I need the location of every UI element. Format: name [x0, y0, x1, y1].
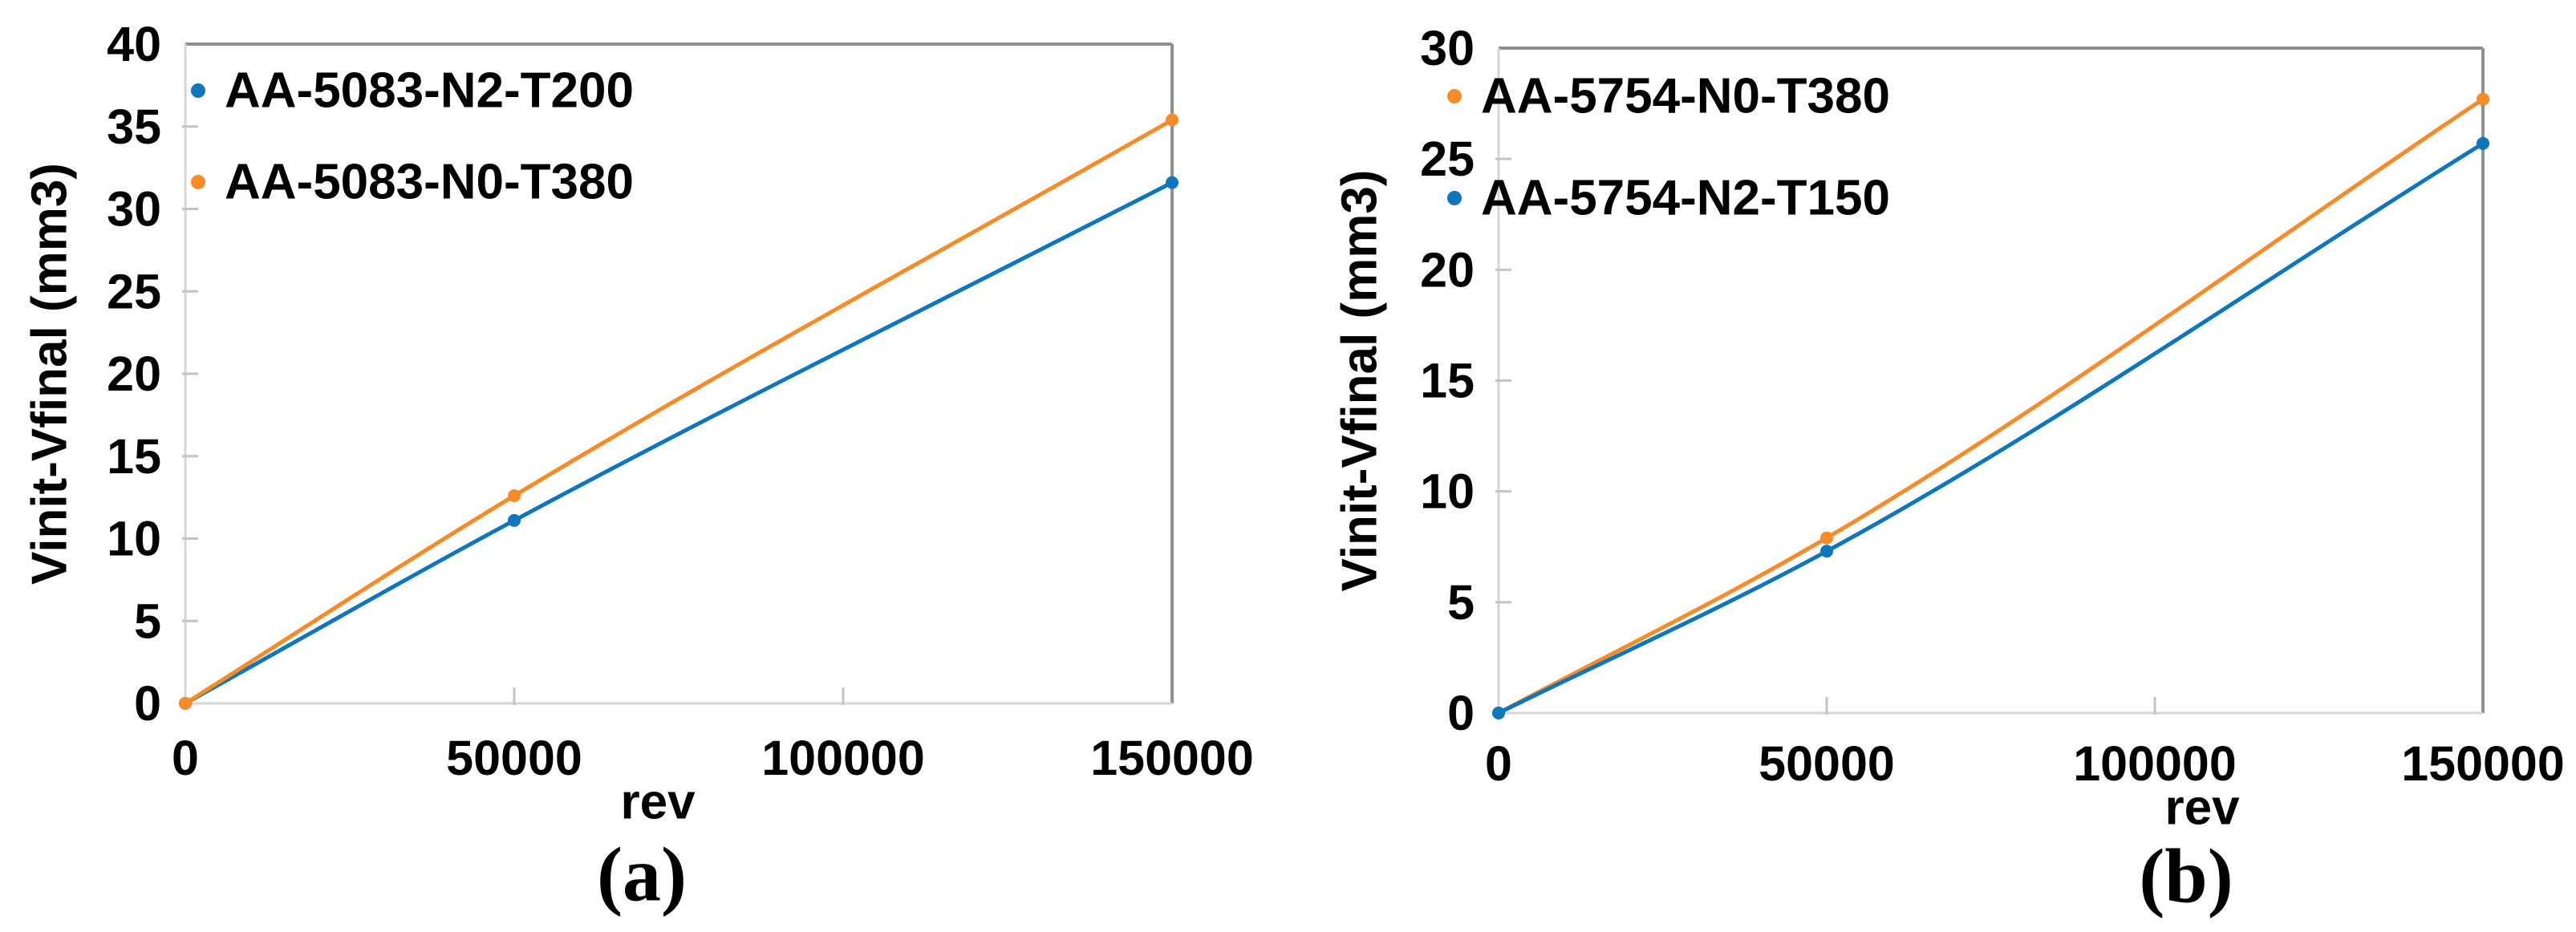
y-tick-label-30: 30 — [1420, 21, 1475, 75]
x-tick-label-0: 0 — [172, 731, 199, 785]
data-point-marker-AA-5754-N2-T150 — [1492, 707, 1505, 719]
data-point-marker-AA-5083-N0-T380 — [508, 489, 521, 503]
y-tick-label-30: 30 — [107, 182, 161, 237]
chart-a-svg: 0 5 10 15 20 25 30 35 40 0 50000 100000 150000 rev Vin… — [22, 17, 1254, 918]
legend-marker-blue-icon — [1447, 191, 1462, 205]
legend-label: AA-5754-N2-T150 — [1481, 171, 1890, 226]
data-point-marker-AA-5083-N2-T200 — [508, 513, 521, 527]
y-tick-label-10: 10 — [107, 512, 161, 566]
legend-label: AA-5083-N2-T200 — [225, 63, 634, 119]
legend-marker-orange-icon — [1447, 89, 1462, 103]
y-tick-label-25: 25 — [107, 264, 161, 318]
y-tick-label-35: 35 — [107, 99, 161, 154]
data-point-marker-AA-5754-N0-T380 — [1820, 531, 1833, 545]
series-line-AA-5754-N0-T380 — [1496, 97, 2485, 715]
x-tick-label-150000: 150000 — [2401, 736, 2565, 791]
x-tick-label-50000: 50000 — [446, 731, 582, 785]
y-tick-label-20: 20 — [107, 346, 161, 401]
y-tick-label-0: 0 — [1447, 686, 1475, 740]
x-axis-title: rev — [620, 775, 696, 830]
y-tick-label-5: 5 — [1447, 575, 1475, 630]
legend-marker-blue-icon — [191, 83, 205, 98]
y-tick-label-10: 10 — [1420, 464, 1475, 519]
y-tick-label-15: 15 — [1420, 354, 1475, 408]
data-point-marker-AA-5083-N2-T200 — [1166, 176, 1178, 189]
data-point-marker-AA-5083-N0-T380 — [179, 697, 192, 710]
x-tick-label-0: 0 — [1485, 736, 1512, 791]
chart-caption: (b) — [2139, 833, 2233, 919]
y-axis-title: Vinit-Vfinal (mm3) — [1333, 170, 1388, 592]
chart-a: 0 5 10 15 20 25 30 35 40 0 50000 100000 150000 rev Vin… — [0, 0, 1284, 932]
data-point-marker-AA-5754-N2-T150 — [1820, 545, 1833, 558]
data-point-marker-AA-5083-N0-T380 — [1166, 113, 1178, 127]
legend-label: AA-5083-N0-T380 — [225, 155, 634, 210]
series-line-AA-5754-N2-T150 — [1496, 141, 2485, 715]
x-tick-label-100000: 100000 — [761, 731, 925, 785]
data-point-marker-AA-5754-N0-T380 — [2477, 92, 2489, 106]
legend-label: AA-5754-N0-T380 — [1481, 69, 1890, 124]
x-axis-title: rev — [2164, 780, 2240, 836]
legend-marker-orange-icon — [191, 175, 205, 189]
series-line-AA-5083-N0-T380 — [183, 118, 1174, 706]
chart-b-svg: 0 5 10 15 20 25 30 0 50000 100000 150000 rev Vinit-V… — [1333, 21, 2565, 919]
y-axis-title: Vinit-Vfinal (mm3) — [22, 163, 78, 585]
chart-b: 0 5 10 15 20 25 30 0 50000 100000 150000 rev Vinit-V… — [1284, 0, 2576, 932]
x-tick-label-100000: 100000 — [2073, 736, 2237, 791]
data-point-marker-AA-5754-N2-T150 — [2477, 136, 2489, 150]
y-tick-label-40: 40 — [107, 17, 161, 71]
y-tick-label-20: 20 — [1420, 242, 1475, 297]
y-tick-label-15: 15 — [107, 429, 161, 484]
y-tick-label-5: 5 — [134, 594, 161, 648]
chart-caption: (a) — [597, 832, 687, 918]
series-line-AA-5083-N2-T200 — [183, 180, 1174, 706]
y-tick-label-0: 0 — [134, 676, 161, 731]
y-tick-label-25: 25 — [1420, 132, 1475, 186]
x-tick-label-150000: 150000 — [1090, 731, 1254, 785]
x-tick-label-50000: 50000 — [1759, 736, 1895, 791]
